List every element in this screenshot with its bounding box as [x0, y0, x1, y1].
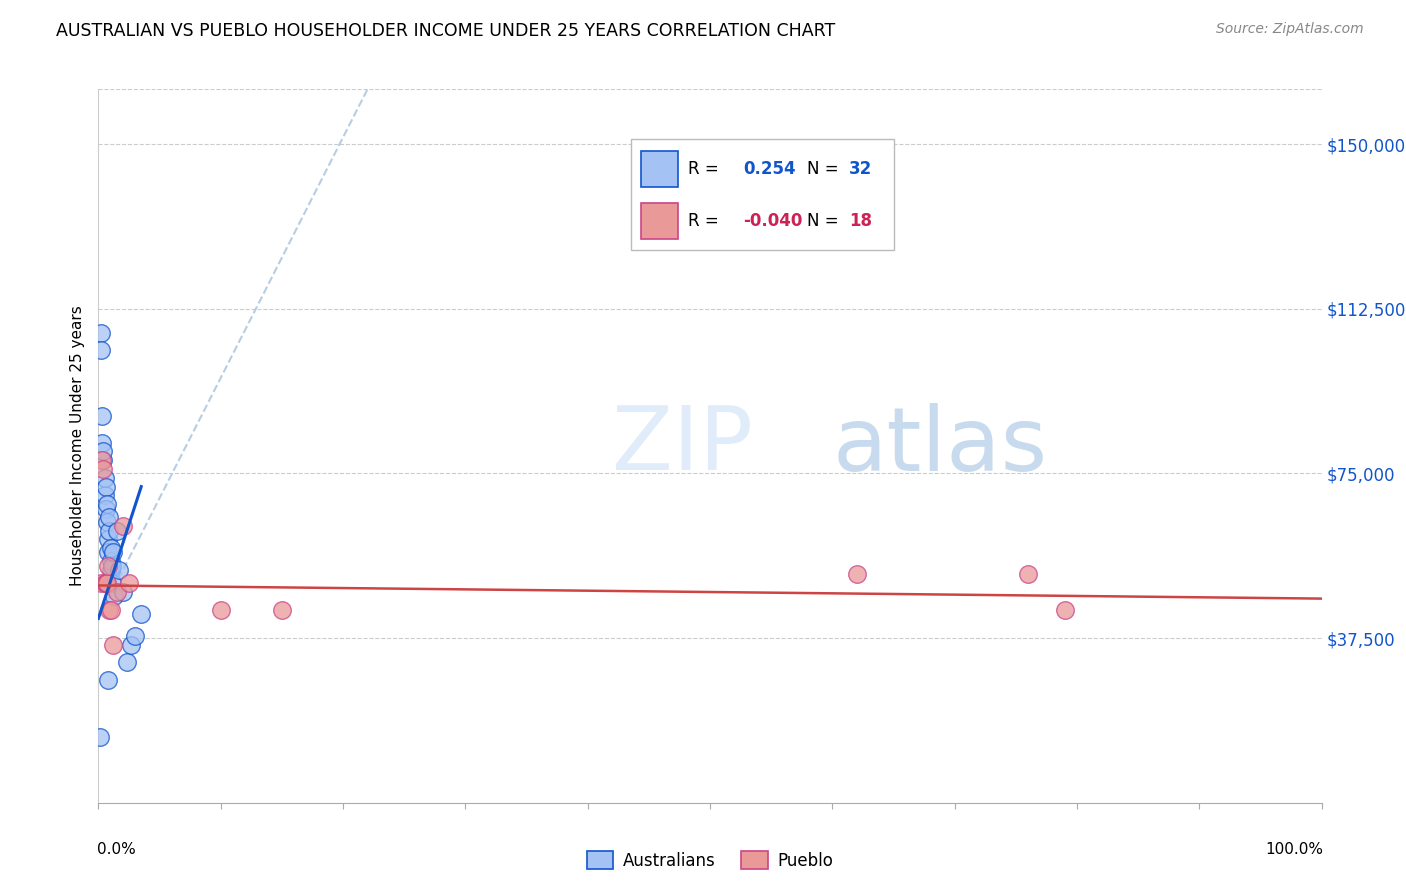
Point [98, 510, 121, 524]
Text: -0.040: -0.040 [744, 212, 803, 230]
Text: atlas: atlas [832, 402, 1047, 490]
Point [100, 602, 122, 616]
Text: 0.254: 0.254 [744, 160, 796, 178]
Point [100, 554, 122, 568]
Point [98, 524, 121, 538]
Text: R =: R = [689, 160, 718, 178]
Point [93, 471, 115, 485]
Point [94, 501, 117, 516]
Point [120, 638, 142, 652]
Text: 18: 18 [849, 212, 872, 230]
Point [101, 558, 124, 573]
Point [111, 585, 134, 599]
Point [101, 576, 124, 591]
Point [98, 602, 121, 616]
Point [105, 585, 128, 599]
Point [111, 519, 134, 533]
Y-axis label: Householder Income Under 25 years: Householder Income Under 25 years [70, 306, 86, 586]
Point [100, 563, 122, 577]
Point [845, 567, 868, 582]
Point [97, 558, 120, 573]
Text: Source: ZipAtlas.com: Source: ZipAtlas.com [1216, 22, 1364, 37]
Point [209, 602, 232, 616]
Point [97, 545, 120, 559]
Point [118, 576, 141, 591]
Text: 0.0%: 0.0% [97, 842, 136, 857]
Point [97, 673, 120, 687]
Point [91, 409, 114, 424]
Text: 32: 32 [849, 160, 872, 178]
FancyBboxPatch shape [641, 203, 678, 239]
Point [91, 444, 114, 458]
Point [94, 480, 117, 494]
Point [101, 638, 124, 652]
Point [93, 488, 115, 502]
Point [108, 563, 131, 577]
Point [97, 533, 120, 547]
Point [96, 497, 118, 511]
Point [90, 576, 112, 591]
Point [1053, 602, 1076, 616]
Point [90, 343, 112, 358]
Point [91, 453, 114, 467]
Text: AUSTRALIAN VS PUEBLO HOUSEHOLDER INCOME UNDER 25 YEARS CORRELATION CHART: AUSTRALIAN VS PUEBLO HOUSEHOLDER INCOME … [56, 22, 835, 40]
FancyBboxPatch shape [630, 139, 894, 250]
Point [91, 453, 114, 467]
Point [129, 607, 152, 621]
Text: ZIP: ZIP [612, 402, 754, 490]
Text: N =: N = [807, 212, 838, 230]
Point [115, 655, 138, 669]
Point [124, 629, 146, 643]
FancyBboxPatch shape [641, 152, 678, 186]
Point [270, 602, 294, 616]
Point [93, 576, 115, 591]
Point [101, 545, 124, 559]
Point [100, 541, 122, 555]
Text: N =: N = [807, 160, 838, 178]
Text: R =: R = [689, 212, 718, 230]
Point [105, 524, 128, 538]
Point [96, 576, 118, 591]
Point [96, 515, 118, 529]
Point [1017, 567, 1039, 582]
Point [91, 435, 114, 450]
Point [89, 730, 111, 744]
Point [94, 576, 117, 591]
Text: 100.0%: 100.0% [1265, 842, 1323, 857]
Point [103, 590, 125, 604]
Point [91, 462, 114, 476]
Legend: Australians, Pueblo: Australians, Pueblo [579, 845, 841, 877]
Point [90, 326, 112, 340]
